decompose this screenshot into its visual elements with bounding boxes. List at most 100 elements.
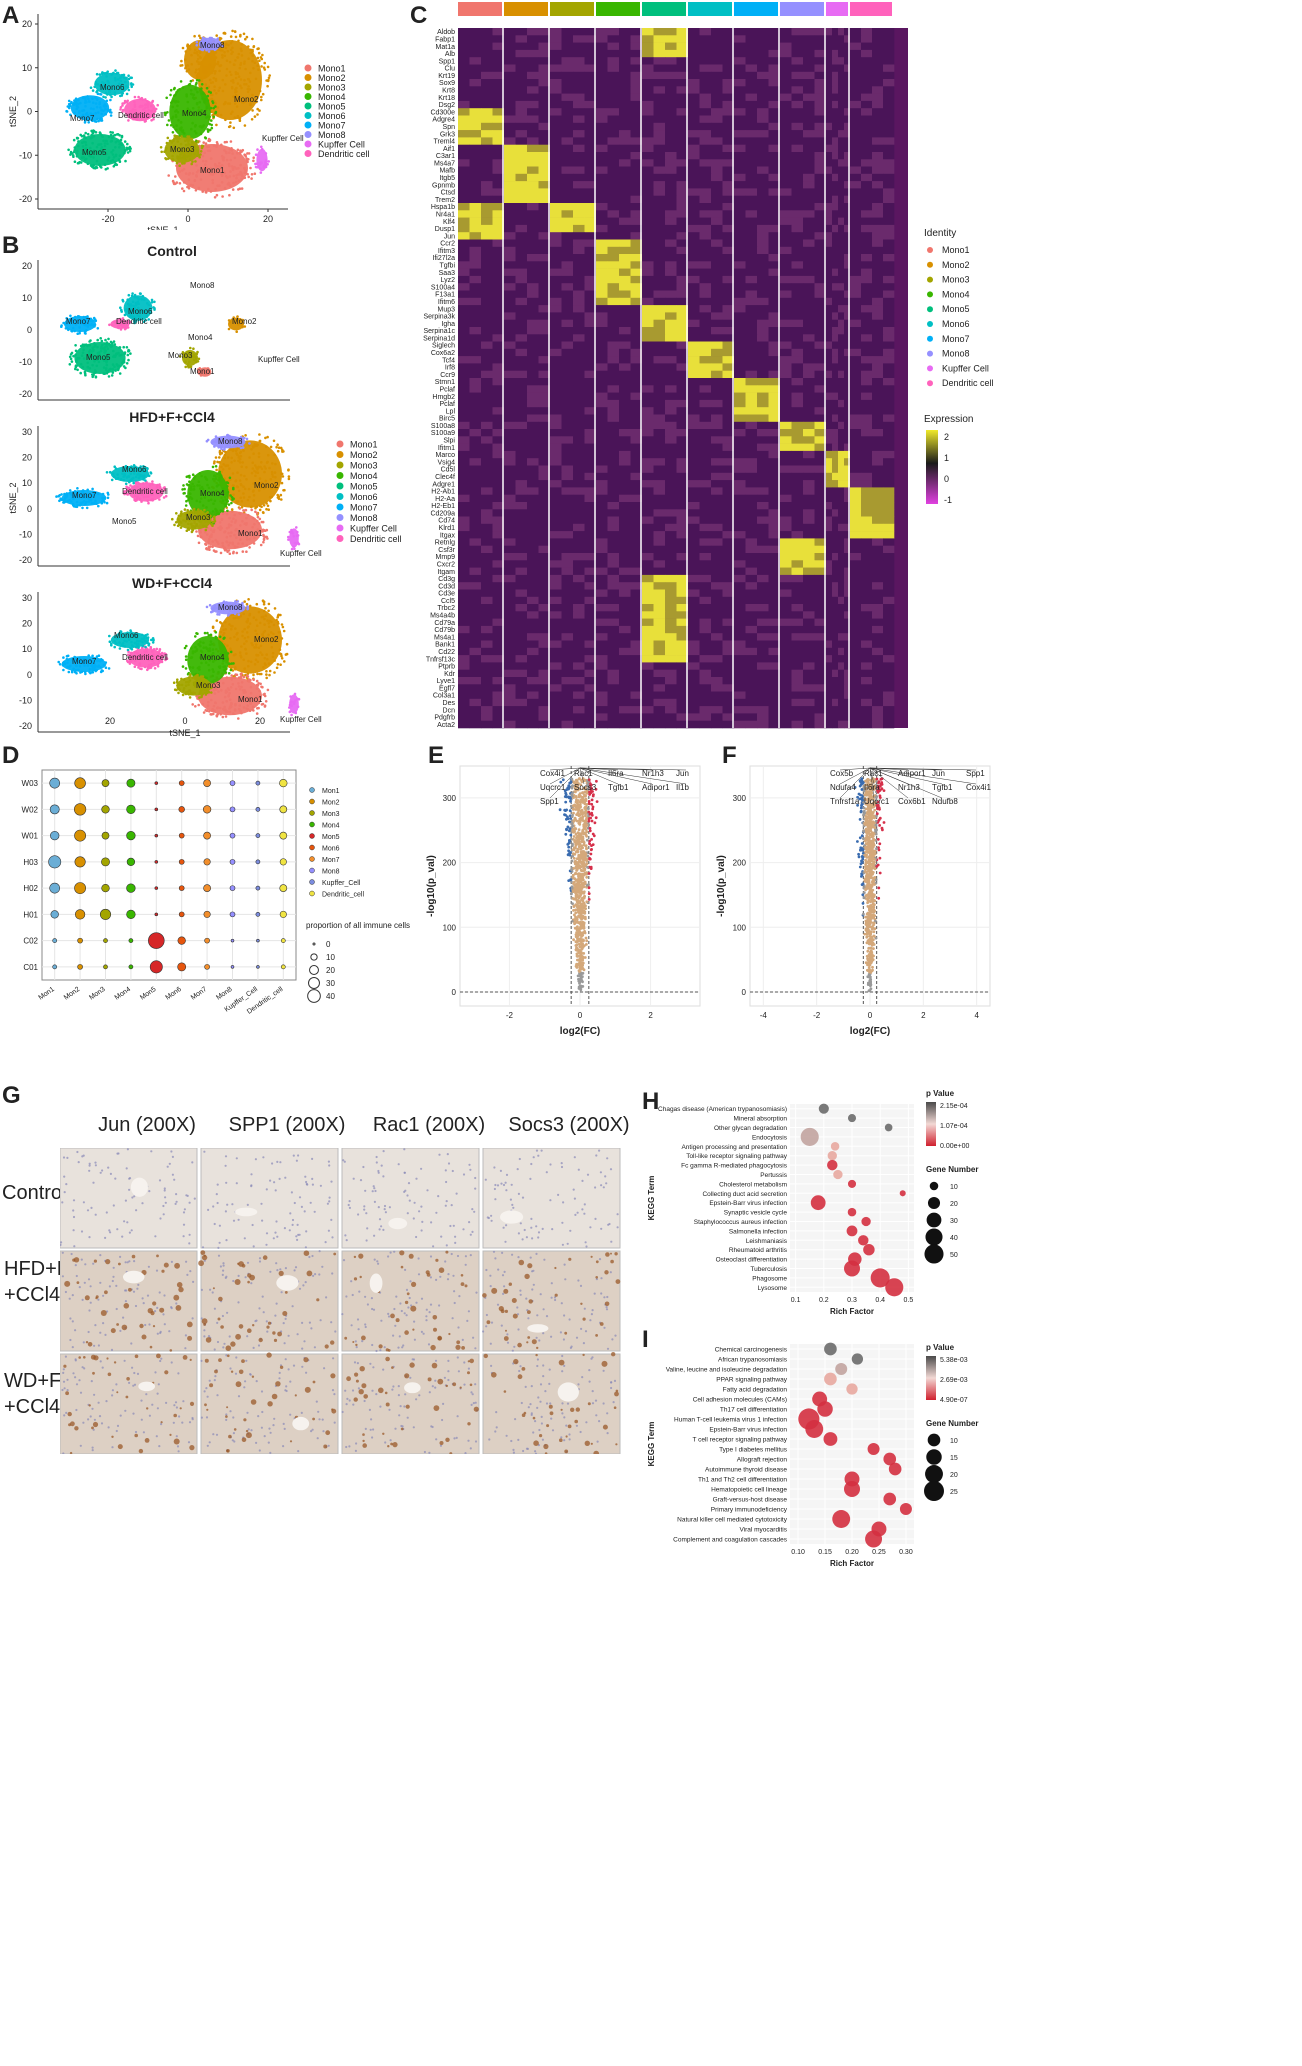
cell-point — [126, 326, 130, 329]
cell-point — [230, 165, 234, 168]
cell-point — [73, 329, 76, 333]
cell-point — [91, 671, 95, 674]
cell-point — [224, 651, 227, 654]
heatmap-cell — [458, 662, 470, 670]
heatmap-cell — [584, 130, 597, 138]
cell-point — [134, 481, 138, 485]
heatmap-cell — [469, 64, 482, 73]
heatmap-cell — [504, 305, 516, 313]
heatmap-cell — [584, 35, 597, 43]
cell-point — [136, 495, 139, 498]
cell-point — [212, 528, 216, 532]
cell-point — [243, 642, 246, 646]
cell-point — [213, 604, 217, 608]
cell-point — [251, 467, 255, 470]
heatmap-cell — [607, 64, 620, 73]
cell-point — [172, 139, 175, 142]
cell-point — [201, 70, 205, 73]
cell-point — [182, 150, 186, 154]
cell-point — [259, 644, 263, 648]
cell-point — [200, 661, 203, 665]
heatmap-cell — [561, 450, 574, 459]
cell-point — [86, 95, 89, 98]
cell-point — [118, 641, 121, 644]
cell-point — [228, 467, 231, 470]
heatmap-cell — [481, 363, 493, 371]
heatmap-cell — [458, 669, 470, 678]
heatmap-cell — [469, 509, 482, 517]
heatmap-cell — [469, 246, 482, 255]
heatmap-cell — [573, 57, 585, 65]
cell-point — [74, 323, 78, 326]
cell-point — [254, 646, 258, 649]
cell-point — [178, 355, 182, 358]
heatmap-cell — [504, 239, 516, 248]
legend-key — [304, 74, 312, 81]
cell-point — [177, 119, 180, 122]
cell-point — [140, 298, 143, 301]
heatmap-cell — [630, 115, 643, 124]
cell-point — [208, 655, 211, 658]
cell-point — [142, 637, 146, 640]
cell-point — [197, 480, 201, 484]
cell-point — [247, 695, 250, 699]
heatmap-cell — [561, 203, 574, 211]
cell-point — [203, 683, 207, 686]
heatmap-cell — [469, 502, 482, 510]
cell-point — [99, 92, 102, 96]
cluster-label: Kupffer Cell — [258, 355, 300, 364]
cell-point — [200, 43, 203, 46]
cell-point — [263, 692, 266, 696]
heatmap-cell — [515, 662, 528, 670]
cell-point — [88, 343, 91, 347]
cell-point — [209, 172, 213, 176]
heatmap-cell — [538, 480, 551, 488]
cell-point — [201, 92, 205, 96]
cell-point — [94, 319, 98, 323]
cell-point — [196, 673, 199, 677]
heatmap-cell — [492, 691, 505, 700]
cell-point — [219, 630, 223, 634]
heatmap-cell — [458, 698, 470, 707]
cell-point — [237, 685, 241, 688]
cell-point — [214, 110, 218, 114]
heatmap-cell — [492, 224, 505, 233]
heatmap-cell — [504, 392, 516, 401]
cell-point — [233, 165, 236, 169]
cell-point — [76, 368, 79, 372]
cell-point — [207, 369, 211, 372]
heatmap-cell — [469, 385, 482, 393]
cell-point — [114, 467, 118, 470]
cell-point — [92, 101, 95, 104]
cell-point — [177, 100, 180, 103]
cell-point — [144, 645, 147, 649]
heatmap-cell — [573, 210, 585, 218]
heatmap-cell — [515, 465, 528, 474]
cell-point — [255, 100, 258, 104]
heatmap-cell — [527, 181, 539, 189]
heatmap-cell — [538, 669, 551, 678]
heatmap-cell — [504, 166, 516, 175]
heatmap-cell — [573, 516, 585, 525]
heatmap-cell — [515, 370, 528, 379]
heatmap-cell — [538, 203, 551, 211]
heatmap-cell — [481, 195, 493, 204]
cell-point — [62, 501, 66, 504]
heatmap-cell — [492, 589, 505, 598]
cell-point — [263, 465, 266, 468]
heatmap-cell — [584, 509, 597, 517]
cell-point — [248, 709, 252, 712]
heatmap-cell — [550, 246, 562, 255]
cell-point — [74, 367, 77, 371]
cell-point — [186, 691, 189, 694]
heatmap-cell — [469, 254, 482, 262]
heatmap-cell — [481, 254, 493, 262]
heatmap-cell — [458, 370, 470, 379]
heatmap-cell — [504, 574, 516, 583]
cell-point — [226, 490, 230, 494]
cell-point — [146, 668, 149, 672]
heatmap-cell — [492, 604, 505, 612]
heatmap-cell — [527, 582, 539, 590]
cell-point — [260, 653, 264, 656]
cell-point — [244, 153, 247, 157]
